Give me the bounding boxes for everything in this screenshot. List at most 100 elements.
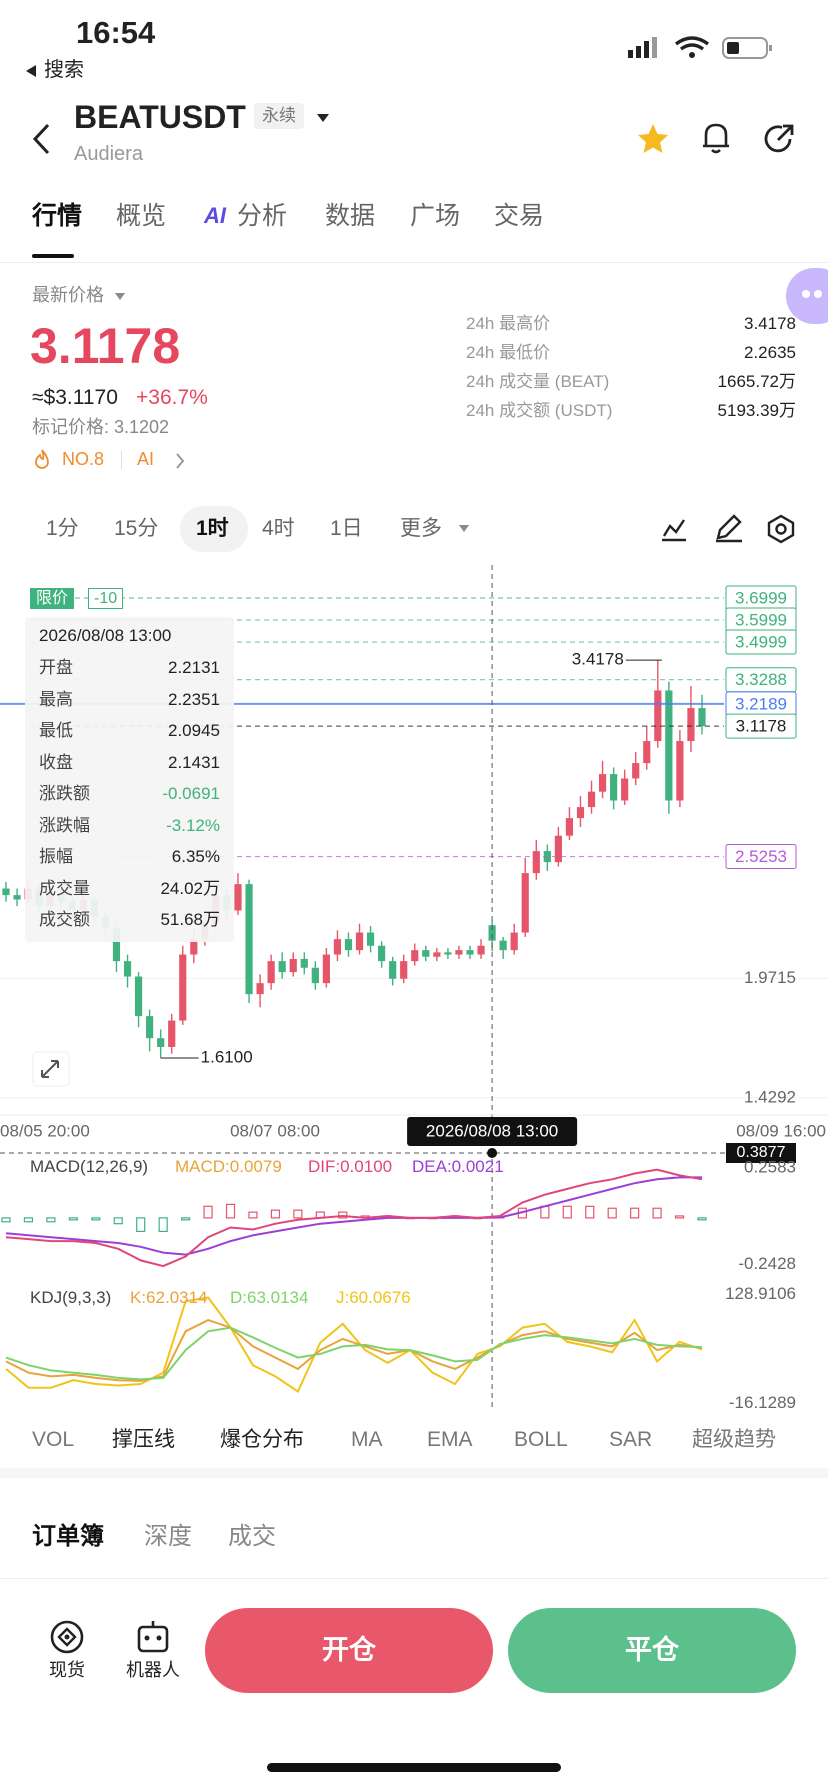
book-tab[interactable]: 订单簿 xyxy=(32,1523,104,1550)
y-tick-label: 1.9715 xyxy=(744,968,796,987)
open-button[interactable]: 开仓 xyxy=(205,1608,493,1693)
candle-body xyxy=(190,939,198,955)
back-to-search[interactable]: 搜索 xyxy=(44,59,84,81)
candle-body xyxy=(422,950,430,957)
candle-body xyxy=(300,958,308,968)
symbol[interactable]: BEATUSDT xyxy=(74,99,246,135)
tab[interactable]: 广场 xyxy=(410,202,461,230)
interval-tab[interactable]: 1日 xyxy=(330,517,363,540)
macd-bar xyxy=(225,1203,236,1219)
book-tab[interactable]: 成交 xyxy=(228,1523,276,1550)
indicator-tab[interactable]: 超级趋势 xyxy=(692,1428,776,1451)
macd-bar xyxy=(674,1215,685,1219)
macd-bar xyxy=(562,1205,572,1219)
indicator-tab[interactable]: MA xyxy=(351,1428,383,1451)
favorite-star[interactable] xyxy=(636,122,670,156)
rank[interactable]: NO.8 xyxy=(62,449,105,469)
tooltip-label: 成交量 xyxy=(39,878,90,898)
symbol-subtitle: Audiera xyxy=(74,143,143,165)
symbol-caret[interactable] xyxy=(316,112,330,124)
bot-icon[interactable] xyxy=(134,1618,172,1656)
limit-label: 限价 xyxy=(30,588,75,610)
candle-body xyxy=(444,952,452,955)
tab[interactable]: 分析 xyxy=(237,202,288,230)
candle-body xyxy=(13,895,21,900)
home-indicator xyxy=(267,1763,561,1772)
section-divider xyxy=(0,1468,828,1478)
contract-badge: 永续 xyxy=(254,103,304,130)
candle-body xyxy=(455,950,463,955)
y-tick-label: 128.9106 xyxy=(725,1284,796,1303)
candle-body xyxy=(134,976,143,1017)
tooltip-value: 24.02万 xyxy=(160,878,220,898)
tooltip-time: 2026/08/08 13:00 xyxy=(39,626,172,645)
macd-bar xyxy=(293,1209,303,1219)
crosshair-dot xyxy=(487,1148,498,1158)
interval-tab[interactable]: 1时 xyxy=(196,517,229,540)
macd-bar xyxy=(248,1211,258,1219)
macd-bar xyxy=(46,1217,56,1223)
candle-body xyxy=(499,940,507,951)
indicator-tab[interactable]: SAR xyxy=(609,1428,653,1451)
stat-label: 24h 最低价 xyxy=(466,343,551,362)
price-label[interactable]: 最新价格 xyxy=(32,285,104,305)
tab[interactable]: 数据 xyxy=(325,202,376,230)
price-level-box xyxy=(725,713,797,739)
indicator-tab[interactable]: 撑压线 xyxy=(112,1428,175,1451)
interval-tab[interactable]: 4时 xyxy=(262,517,295,540)
tab[interactable]: 概览 xyxy=(116,202,167,230)
spot-icon[interactable] xyxy=(48,1618,86,1656)
indicator-tab[interactable]: EMA xyxy=(427,1428,473,1451)
rank-separator xyxy=(121,451,122,469)
chart-tools[interactable] xyxy=(660,514,810,544)
alert-bell[interactable] xyxy=(700,120,732,156)
interval-tab[interactable]: 更多 xyxy=(400,517,442,540)
tooltip-value: 2.2351 xyxy=(168,689,220,709)
interval-tab[interactable]: 1分 xyxy=(46,517,79,540)
bot-label[interactable]: 机器人 xyxy=(126,1660,180,1680)
candle-body xyxy=(179,954,187,1021)
spot-label[interactable]: 现货 xyxy=(49,1660,85,1680)
candle-body xyxy=(687,708,695,742)
candle-body xyxy=(256,983,264,995)
candle-body xyxy=(389,961,397,979)
macd-legend: DEA:0.0021 xyxy=(412,1157,504,1176)
price-level-label: 3.1178 xyxy=(736,717,787,736)
tooltip-value: 51.68万 xyxy=(160,910,220,929)
stat-value: 3.4178 xyxy=(744,314,796,333)
tab[interactable]: 行情 xyxy=(32,202,83,230)
crosshair-value: 0.3877 xyxy=(737,1144,786,1161)
macd-bar xyxy=(652,1207,662,1219)
macd-bar xyxy=(136,1217,146,1233)
tooltip-label: 涨跌额 xyxy=(39,784,90,803)
candle-body xyxy=(643,741,651,764)
expand-button[interactable] xyxy=(32,1051,70,1087)
macd-bar xyxy=(113,1217,123,1225)
share-button[interactable] xyxy=(762,122,796,156)
price-level-label: 3.2189 xyxy=(735,694,787,713)
close-button[interactable]: 平仓 xyxy=(508,1608,796,1693)
indicator-tab[interactable]: 爆仓分布 xyxy=(220,1428,304,1451)
tab-underline xyxy=(32,254,74,258)
tooltip-value: 2.0945 xyxy=(168,721,220,740)
tooltip-value: 6.35% xyxy=(171,847,220,866)
assistant-bubble[interactable] xyxy=(786,268,828,324)
price-level-label: 3.4999 xyxy=(735,633,787,652)
ai-tag[interactable]: AI xyxy=(137,449,155,469)
tooltip xyxy=(25,617,234,942)
candle-body xyxy=(289,958,297,973)
low-label: 1.6100 xyxy=(201,1047,253,1066)
indicator-tab[interactable]: BOLL xyxy=(514,1428,568,1451)
tab[interactable]: 交易 xyxy=(494,202,545,230)
tooltip-label: 最低 xyxy=(39,721,73,740)
candle-body xyxy=(344,939,353,951)
y-tick-label: 0.2583 xyxy=(744,1158,796,1177)
book-tab[interactable]: 深度 xyxy=(144,1523,192,1550)
back-button[interactable] xyxy=(30,122,54,156)
ai-chevron[interactable] xyxy=(174,452,186,470)
candle-body xyxy=(278,961,286,973)
interval-tab[interactable]: 15分 xyxy=(114,517,159,540)
indicator-tab[interactable]: VOL xyxy=(32,1428,75,1451)
candle-body xyxy=(322,954,330,984)
